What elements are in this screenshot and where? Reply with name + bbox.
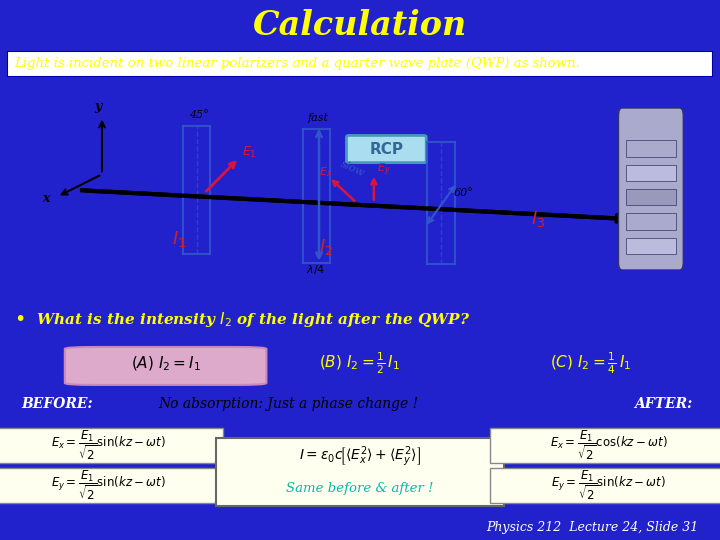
FancyBboxPatch shape [0,468,223,503]
Text: fast: fast [307,113,328,123]
Text: $(A)\ I_2 = I_1$: $(A)\ I_2 = I_1$ [130,354,201,373]
Text: x: x [42,192,50,205]
Text: Calculation: Calculation [253,9,467,42]
Text: RCP: RCP [369,141,403,157]
Text: $I = \varepsilon_0 c\!\left[\langle E_x^2\rangle + \langle E_y^2\rangle\right]$: $I = \varepsilon_0 c\!\left[\langle E_x^… [299,444,421,469]
FancyBboxPatch shape [618,108,683,270]
Text: $\lambda/4$: $\lambda/4$ [305,263,325,276]
FancyBboxPatch shape [216,438,504,506]
Text: •: • [14,310,26,329]
Text: 60°: 60° [454,188,474,198]
Text: z: z [636,210,644,224]
Text: What is the intensity $I_2$ of the light after the QWP?: What is the intensity $I_2$ of the light… [36,310,470,329]
Text: AFTER:: AFTER: [634,397,692,410]
Text: $E_y$: $E_y$ [377,161,391,178]
Text: $I_1$: $I_1$ [172,230,186,249]
Bar [626,238,676,254]
Text: No absorption: Just a phase change !: No absorption: Just a phase change ! [158,397,418,410]
Text: Same before & after !: Same before & after ! [287,482,433,495]
Bar [626,165,676,181]
Text: $E_y = \dfrac{E_1}{\sqrt{2}}\sin(kz-\omega t)$: $E_y = \dfrac{E_1}{\sqrt{2}}\sin(kz-\ome… [50,469,166,502]
Bar [626,140,676,157]
Text: y: y [94,100,102,113]
FancyBboxPatch shape [7,51,713,77]
Text: $E_1$: $E_1$ [242,145,256,160]
FancyBboxPatch shape [490,468,720,503]
Text: $(C)\ I_2 = \frac{1}{4}\,I_1$: $(C)\ I_2 = \frac{1}{4}\,I_1$ [550,351,631,376]
Text: $E_x = \dfrac{E_1}{\sqrt{2}}\cos(kz-\omega t)$: $E_x = \dfrac{E_1}{\sqrt{2}}\cos(kz-\ome… [549,428,667,462]
Text: $I_3$: $I_3$ [531,208,545,228]
Text: $E_y = \dfrac{E_1}{\sqrt{2}}\sin(kz-\omega t)$: $E_y = \dfrac{E_1}{\sqrt{2}}\sin(kz-\ome… [551,469,666,502]
Text: Physics 212  Lecture 24, Slide 31: Physics 212 Lecture 24, Slide 31 [486,521,698,534]
FancyBboxPatch shape [490,428,720,463]
FancyBboxPatch shape [346,136,426,163]
FancyBboxPatch shape [0,428,223,463]
Text: slow: slow [339,159,366,179]
Text: Light is incident on two linear polarizers and a quarter wave plate (QWP) as sho: Light is incident on two linear polarize… [14,57,580,70]
Bar [626,213,676,230]
Text: $I_2$: $I_2$ [319,237,333,257]
Bar [626,189,676,205]
FancyBboxPatch shape [65,347,266,385]
Text: BEFORE:: BEFORE: [22,397,93,410]
Text: $E_x = \dfrac{E_1}{\sqrt{2}}\sin(kz-\omega t)$: $E_x = \dfrac{E_1}{\sqrt{2}}\sin(kz-\ome… [50,428,166,462]
Text: $(B)\ I_2 = \frac{1}{2}\,I_1$: $(B)\ I_2 = \frac{1}{2}\,I_1$ [320,351,400,376]
Text: 45°: 45° [189,110,209,120]
Text: $E_x$: $E_x$ [319,165,333,179]
